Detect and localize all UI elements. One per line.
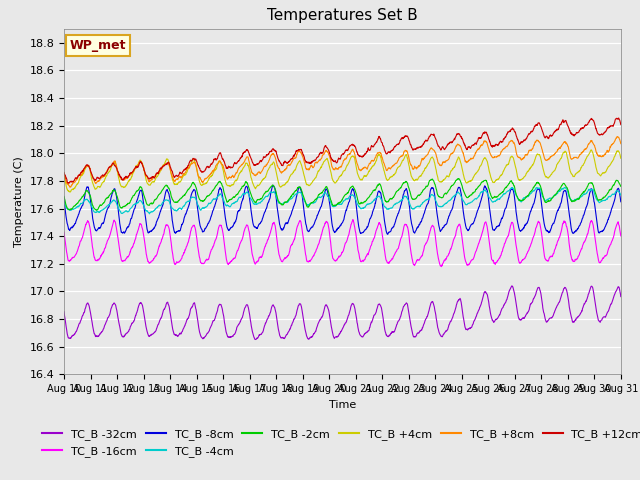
- TC_B +12cm: [507, 127, 515, 132]
- TC_B -2cm: [93, 207, 100, 213]
- TC_B -32cm: [380, 320, 387, 325]
- Legend: TC_B -32cm, TC_B -16cm, TC_B -8cm, TC_B -4cm, TC_B -2cm, TC_B +4cm, TC_B +8cm, T: TC_B -32cm, TC_B -16cm, TC_B -8cm, TC_B …: [38, 425, 640, 461]
- TC_B -32cm: [60, 309, 68, 314]
- TC_B -2cm: [159, 187, 166, 192]
- TC_B +8cm: [158, 166, 166, 171]
- TC_B +12cm: [380, 144, 387, 149]
- TC_B +8cm: [60, 171, 68, 177]
- TC_B +12cm: [65, 180, 72, 186]
- TC_B +4cm: [562, 149, 570, 155]
- TC_B -32cm: [252, 336, 259, 342]
- TC_B +4cm: [67, 189, 74, 195]
- TC_B +12cm: [570, 133, 578, 139]
- Line: TC_B +4cm: TC_B +4cm: [64, 150, 621, 192]
- TC_B -8cm: [380, 211, 387, 217]
- TC_B +4cm: [380, 167, 387, 172]
- TC_B +4cm: [617, 156, 625, 161]
- TC_B -16cm: [563, 223, 570, 228]
- TC_B +4cm: [507, 154, 515, 160]
- Line: TC_B +8cm: TC_B +8cm: [64, 136, 621, 187]
- Y-axis label: Temperature (C): Temperature (C): [14, 156, 24, 247]
- TC_B +12cm: [562, 118, 570, 123]
- TC_B +4cm: [158, 165, 166, 170]
- TC_B -16cm: [617, 233, 625, 239]
- TC_B +8cm: [617, 141, 625, 146]
- TC_B -2cm: [617, 183, 625, 189]
- TC_B -4cm: [60, 199, 68, 205]
- Line: TC_B -2cm: TC_B -2cm: [64, 179, 621, 210]
- TC_B -32cm: [617, 294, 625, 300]
- TC_B -4cm: [507, 185, 515, 191]
- TC_B -8cm: [60, 197, 68, 203]
- TC_B -32cm: [570, 319, 578, 325]
- TC_B -2cm: [455, 176, 463, 181]
- TC_B +8cm: [562, 141, 570, 146]
- TC_B -16cm: [508, 221, 515, 227]
- TC_B +8cm: [380, 160, 387, 166]
- TC_B +8cm: [67, 184, 74, 190]
- Line: TC_B -4cm: TC_B -4cm: [64, 187, 621, 214]
- TC_B -8cm: [158, 204, 166, 209]
- TC_B -16cm: [438, 264, 445, 269]
- TC_B -32cm: [508, 283, 516, 288]
- Line: TC_B -32cm: TC_B -32cm: [64, 286, 621, 339]
- TC_B +4cm: [588, 147, 595, 153]
- TC_B +4cm: [60, 170, 68, 176]
- TC_B -8cm: [384, 231, 392, 237]
- TC_B -2cm: [570, 198, 578, 204]
- TC_B -2cm: [563, 184, 570, 190]
- TC_B -16cm: [158, 237, 166, 242]
- TC_B +8cm: [613, 133, 621, 139]
- TC_B -4cm: [159, 200, 166, 205]
- Text: WP_met: WP_met: [70, 39, 126, 52]
- TC_B -16cm: [158, 236, 166, 242]
- TC_B +12cm: [60, 169, 68, 175]
- TC_B -32cm: [158, 312, 166, 318]
- TC_B -2cm: [158, 188, 166, 194]
- TC_B -2cm: [60, 193, 68, 199]
- TC_B -32cm: [507, 285, 515, 290]
- TC_B -4cm: [563, 186, 570, 192]
- TC_B +8cm: [570, 155, 578, 161]
- Line: TC_B +12cm: TC_B +12cm: [64, 118, 621, 183]
- TC_B -16cm: [570, 259, 578, 264]
- TC_B -8cm: [158, 205, 166, 211]
- TC_B -32cm: [158, 314, 166, 320]
- Line: TC_B -16cm: TC_B -16cm: [64, 219, 621, 266]
- TC_B +12cm: [615, 115, 623, 121]
- TC_B -16cm: [60, 229, 68, 235]
- Title: Temperatures Set B: Temperatures Set B: [267, 9, 418, 24]
- TC_B -4cm: [158, 201, 166, 207]
- TC_B +4cm: [159, 164, 166, 169]
- TC_B -4cm: [617, 192, 625, 198]
- TC_B -4cm: [570, 197, 578, 203]
- TC_B +12cm: [158, 165, 166, 170]
- TC_B -16cm: [380, 241, 387, 247]
- TC_B +8cm: [507, 138, 515, 144]
- TC_B +12cm: [617, 122, 625, 128]
- TC_B +12cm: [159, 164, 166, 169]
- TC_B -8cm: [563, 190, 570, 195]
- X-axis label: Time: Time: [329, 400, 356, 409]
- TC_B +4cm: [570, 174, 578, 180]
- TC_B -4cm: [561, 184, 568, 190]
- TC_B -8cm: [269, 182, 277, 188]
- TC_B -2cm: [508, 178, 515, 183]
- Line: TC_B -8cm: TC_B -8cm: [64, 185, 621, 234]
- TC_B -8cm: [508, 186, 515, 192]
- TC_B -2cm: [380, 193, 387, 199]
- TC_B -4cm: [145, 211, 153, 217]
- TC_B -8cm: [617, 199, 625, 204]
- TC_B -32cm: [563, 287, 570, 292]
- TC_B +8cm: [159, 165, 166, 170]
- TC_B -4cm: [380, 202, 387, 208]
- TC_B -8cm: [570, 229, 578, 235]
- TC_B -16cm: [349, 216, 356, 222]
